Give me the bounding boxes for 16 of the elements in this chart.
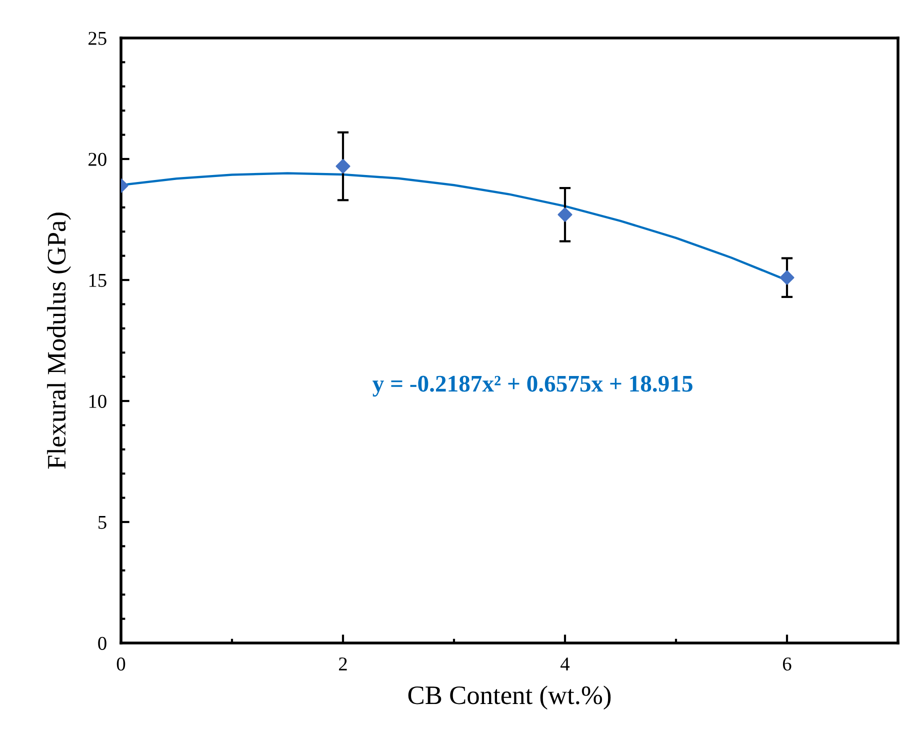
x-axis-title: CB Content (wt.%) xyxy=(408,686,611,710)
x-tick-label: 0 xyxy=(116,657,126,671)
y-tick-label: 0 xyxy=(98,636,106,650)
y-tick-label: 25 xyxy=(88,32,106,45)
x-tick-label: 2 xyxy=(338,658,347,670)
point xyxy=(336,158,350,174)
y-tick-label: 20 xyxy=(88,152,106,166)
y-axis-title: Flexural Modulus (GPa) xyxy=(47,212,71,469)
y-tick-label: 15 xyxy=(89,274,106,287)
point xyxy=(558,207,572,222)
x-tick-label: 6 xyxy=(782,658,792,671)
x-tick-label: 4 xyxy=(560,658,570,670)
y-tick-label: 5 xyxy=(98,516,106,529)
annotation: y = -0.2187x² + 0.6575x + 18.915 xyxy=(372,376,692,397)
y-tick-label: 10 xyxy=(89,394,106,408)
point xyxy=(780,270,794,285)
